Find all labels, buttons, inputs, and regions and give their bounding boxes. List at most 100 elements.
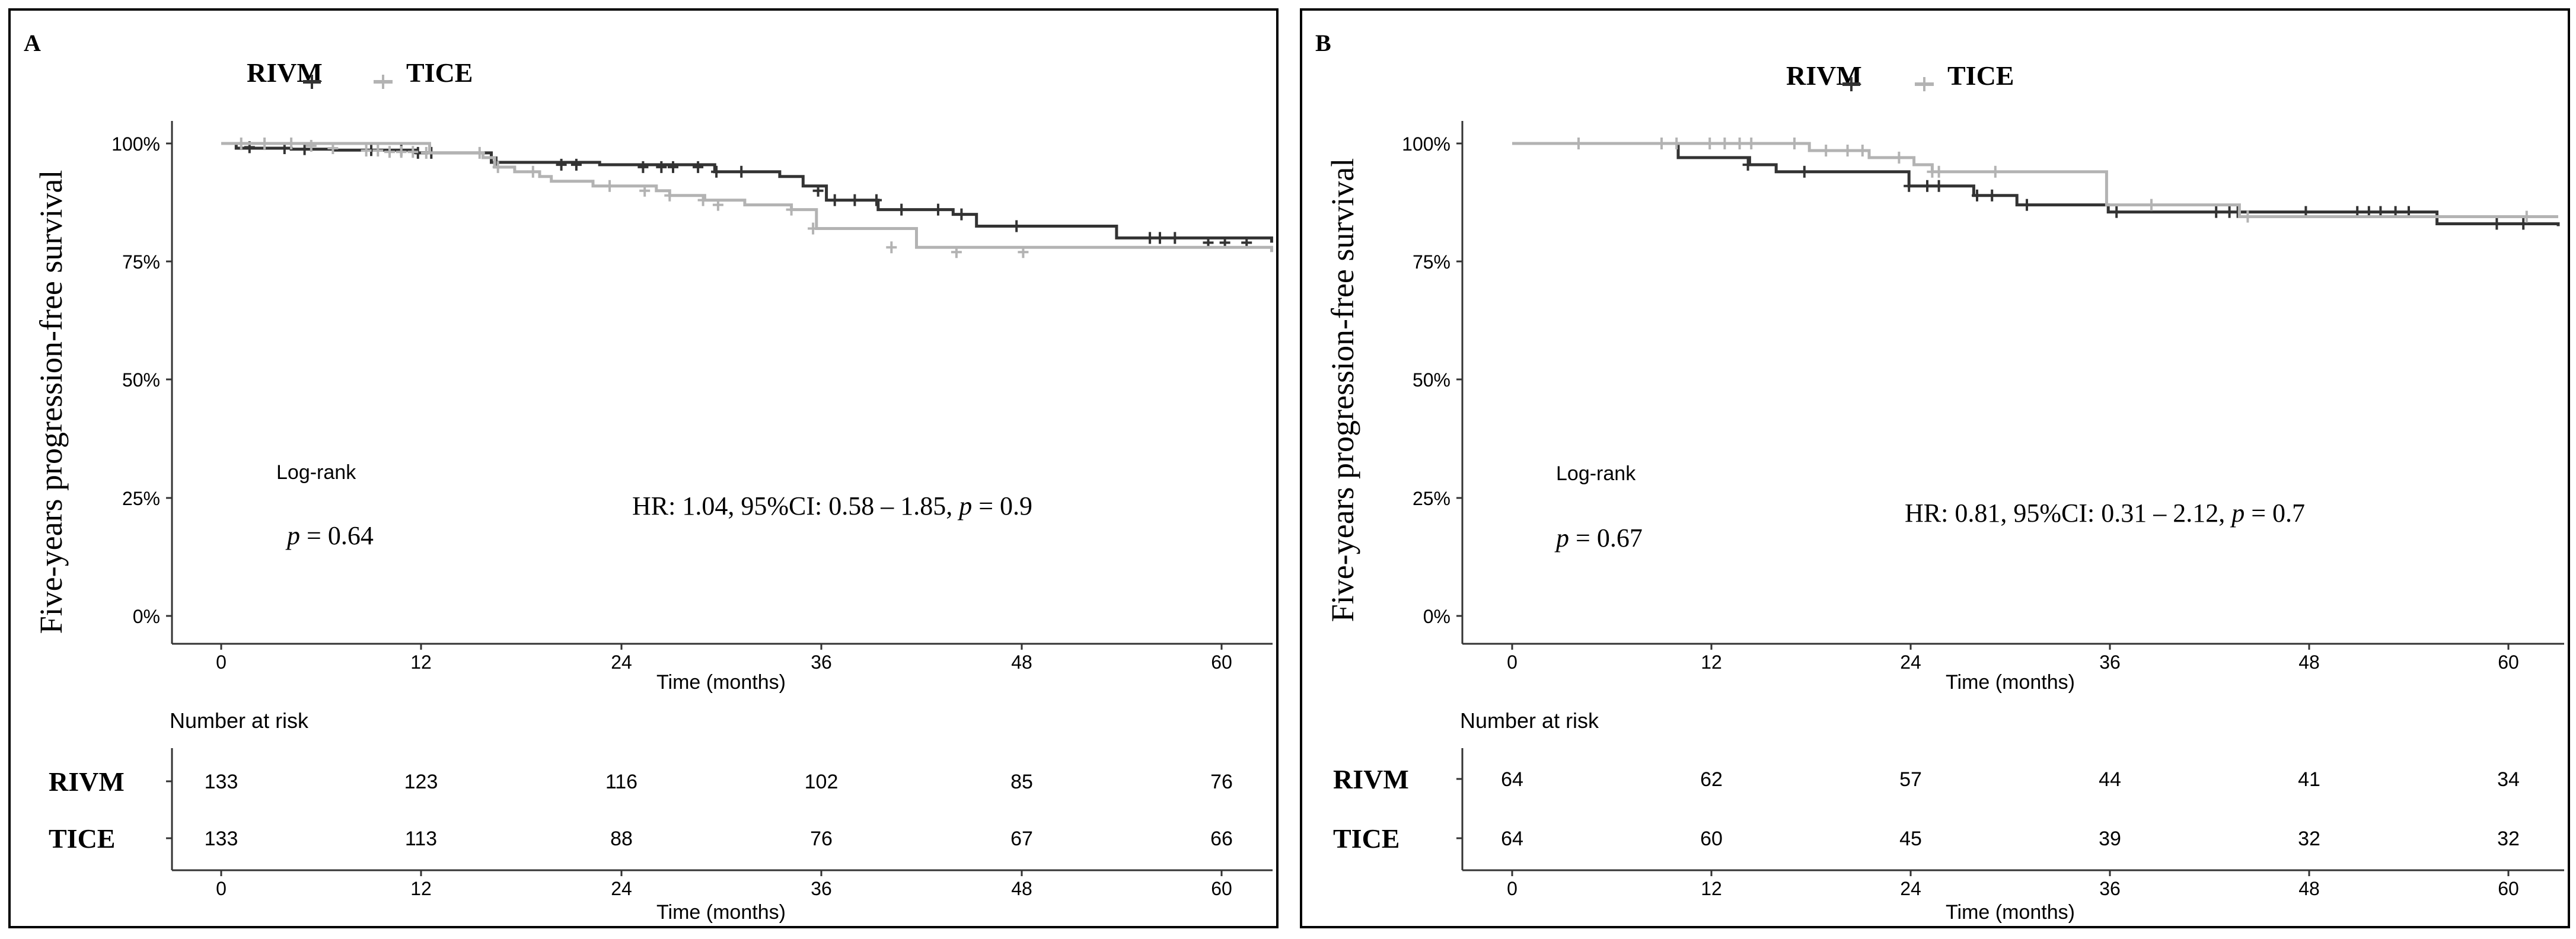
censor-mark-tice — [1671, 138, 1682, 149]
censor-mark-rivm — [1011, 220, 1022, 232]
risk-cell: 32 — [2497, 828, 2520, 850]
risk-x-tick-label: 24 — [611, 878, 632, 899]
censor-mark-rivm — [299, 143, 310, 155]
panel-label: A — [24, 30, 41, 56]
logrank-p-value: = 0.67 — [1576, 523, 1643, 552]
risk-x-axis-title: Time (months) — [656, 901, 786, 924]
censor-mark-tice — [372, 145, 384, 156]
survival-curve-tice — [221, 142, 1273, 253]
censor-mark-tice — [286, 138, 297, 149]
survival-curve-rivm — [221, 142, 1273, 243]
risk-cell: 88 — [610, 828, 633, 850]
risk-cell: 76 — [1210, 771, 1233, 793]
censor-mark-rivm — [812, 184, 824, 197]
y-tick-label: 25% — [122, 488, 160, 509]
censor-mark-tice — [639, 184, 651, 197]
x-tick-label: 0 — [216, 651, 227, 673]
risk-x-tick-label: 36 — [2099, 878, 2121, 899]
censor-mark-tice — [1789, 138, 1800, 149]
censor-mark-tice — [1018, 246, 1029, 258]
y-tick-label: 75% — [1413, 251, 1450, 273]
censor-mark-tice — [786, 203, 797, 216]
censor-mark-rivm — [871, 194, 882, 206]
hr-text: HR: 1.04, 95%CI: 0.58 – 1.85, — [632, 491, 952, 520]
risk-cell: 64 — [1501, 828, 1523, 850]
x-tick-label: 60 — [1211, 651, 1232, 673]
curves — [1512, 138, 2560, 230]
risk-table-title: Number at risk — [1460, 708, 1599, 733]
censor-mark-tice — [1656, 138, 1667, 149]
censor-mark-tice — [2146, 199, 2157, 211]
risk-cell: 133 — [205, 828, 238, 850]
y-tick-label: 75% — [122, 251, 160, 273]
risk-x-tick-label: 48 — [1011, 878, 1032, 899]
risk-x-tick-label: 60 — [2498, 878, 2519, 899]
x-tick-label: 60 — [2498, 651, 2519, 673]
p-symbol: p — [1554, 523, 1569, 552]
logrank-label: Log-rank — [276, 461, 356, 484]
x-tick-label: 12 — [410, 651, 432, 673]
censor-mark-rivm — [829, 194, 840, 206]
risk-row-label-rivm: RIVM — [1333, 764, 1409, 794]
censor-mark-rivm — [2491, 218, 2502, 230]
survival-curve-tice — [1512, 142, 2558, 218]
logrank-p: p = 0.67 — [1554, 523, 1643, 552]
censor-mark-rivm — [637, 161, 649, 173]
censor-mark-rivm — [693, 161, 704, 173]
x-axis-title: Time (months) — [656, 671, 786, 694]
censor-mark-rivm — [556, 158, 567, 171]
p-symbol: p — [2230, 499, 2245, 528]
risk-x-tick-label: 0 — [216, 878, 227, 899]
x-axis-title: Time (months) — [1946, 671, 2075, 694]
risk-x-tick-label: 12 — [410, 878, 432, 899]
censor-mark-tice — [396, 146, 407, 158]
censor-mark-tice — [697, 194, 709, 206]
censor-mark-tice — [1990, 165, 2001, 178]
censor-mark-tice — [527, 165, 538, 178]
censor-mark-tice — [712, 199, 723, 211]
logrank-label: Log-rank — [1556, 462, 1636, 485]
censor-mark-rivm — [1922, 180, 1933, 192]
x-tick-label: 48 — [1011, 651, 1032, 673]
x-tick-label: 36 — [2099, 651, 2121, 673]
legend-label-tice: TICE — [1947, 60, 2014, 91]
censor-mark-rivm — [956, 208, 967, 221]
risk-cell: 66 — [1210, 828, 1233, 850]
censor-mark-tice — [1857, 145, 1868, 156]
censor-mark-rivm — [1799, 165, 1810, 178]
censor-mark-tice — [305, 140, 317, 152]
censor-mark-tice — [384, 146, 395, 158]
x-tick-label: 24 — [611, 651, 632, 673]
risk-x-tick-label: 36 — [811, 878, 832, 899]
censor-mark-tice — [2521, 210, 2532, 223]
p-symbol: p — [285, 521, 300, 550]
censor-mark-tice — [1704, 138, 1716, 149]
panel-label: B — [1315, 30, 1331, 56]
survival-curve-rivm — [1512, 142, 2560, 226]
risk-row-label-tice: TICE — [1333, 823, 1399, 854]
risk-cell: 62 — [1700, 768, 1723, 791]
risk-x-axis-title: Time (months) — [1946, 901, 2075, 924]
censor-mark-rivm — [1972, 189, 1982, 202]
risk-cell: 32 — [2298, 828, 2320, 850]
censor-mark-rivm — [2232, 206, 2243, 218]
censor-mark-rivm — [896, 203, 907, 216]
censor-mark-tice — [1746, 138, 1757, 149]
censor-mark-tice — [361, 145, 372, 156]
censor-mark-tice — [492, 161, 503, 173]
censor-mark-tice — [1821, 145, 1832, 156]
risk-cell: 67 — [1010, 828, 1033, 850]
risk-cell: 34 — [2497, 768, 2520, 791]
censor-mark-rivm — [1169, 232, 1181, 244]
panel-a: A RIVM TICE Five-years progression-free … — [8, 8, 1279, 928]
censor-mark-tice — [1719, 138, 1730, 149]
censor-mark-rivm — [656, 161, 667, 173]
censor-mark-rivm — [2111, 206, 2122, 218]
censor-mark-rivm — [1144, 232, 1156, 244]
hr-p-value: = 0.9 — [978, 491, 1032, 520]
risk-cell: 60 — [1700, 828, 1723, 850]
risk-cell: 85 — [1010, 771, 1033, 793]
logrank-p-value: = 0.64 — [307, 521, 374, 550]
x-tick-label: 36 — [811, 651, 832, 673]
risk-cell: 39 — [2099, 828, 2121, 850]
